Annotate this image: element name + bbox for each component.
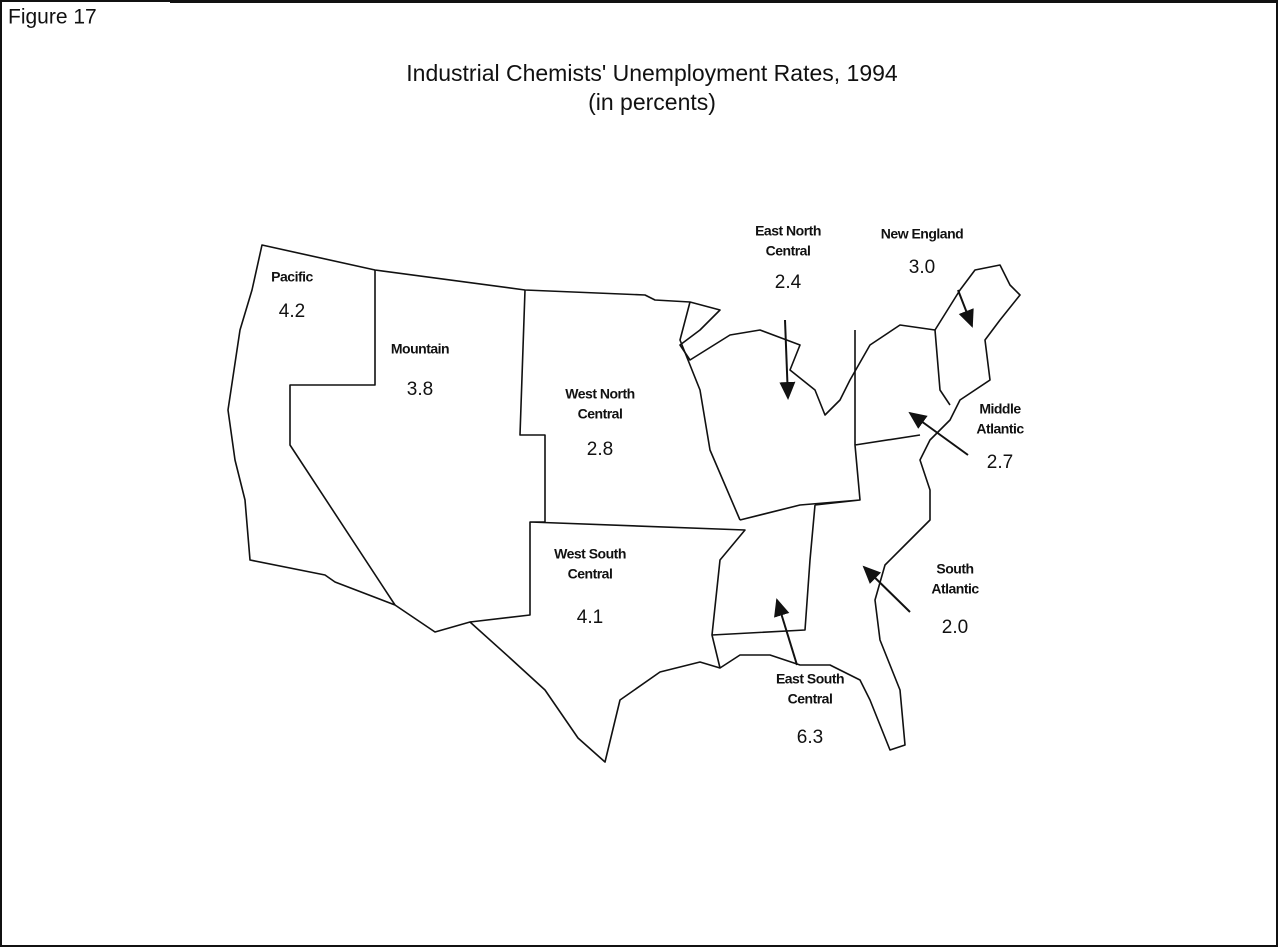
arrow xyxy=(779,319,796,400)
region-value: 6.3 xyxy=(797,727,823,748)
region-name: Central xyxy=(578,406,623,422)
region-value: 2.8 xyxy=(587,439,613,460)
region-value: 4.2 xyxy=(279,301,305,322)
figure-label: Figure 17 xyxy=(8,6,97,29)
region-name: Mountain xyxy=(391,341,449,357)
arrow xyxy=(862,565,911,613)
region-value: 4.1 xyxy=(577,607,603,628)
region-value: 2.4 xyxy=(775,272,802,293)
region-name: Atlantic xyxy=(931,581,979,597)
title: Industrial Chemists' Unemployment Rates,… xyxy=(406,60,898,86)
region-name: Middle xyxy=(979,401,1021,417)
arrow xyxy=(908,411,969,456)
region-name: Central xyxy=(766,243,811,259)
region-name: Atlantic xyxy=(976,421,1024,437)
arrow xyxy=(774,598,798,666)
region-name: Central xyxy=(568,566,613,582)
region-value: 2.0 xyxy=(942,617,968,638)
region-name: Central xyxy=(788,691,833,707)
region-value: 3.8 xyxy=(407,379,433,400)
region-value: 2.7 xyxy=(987,452,1013,473)
subtitle: (in percents) xyxy=(588,89,716,115)
region-name: West South xyxy=(554,546,626,562)
region-name: New England xyxy=(881,226,963,242)
us-outline xyxy=(227,244,1021,763)
region-name: Pacific xyxy=(271,269,313,285)
us-map xyxy=(227,244,1021,763)
region-name: East North xyxy=(755,223,821,239)
region-name: West North xyxy=(565,386,634,402)
region-borders xyxy=(289,270,951,669)
region-name: East South xyxy=(776,671,844,687)
region-name: South xyxy=(936,561,973,577)
region-value: 3.0 xyxy=(909,257,935,278)
arrow xyxy=(957,289,974,328)
